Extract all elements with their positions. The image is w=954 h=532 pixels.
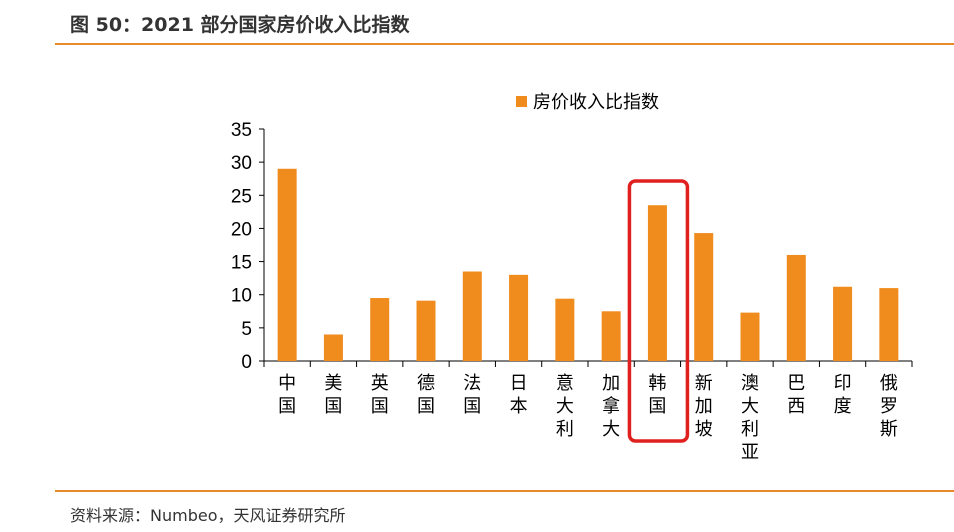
x-tick-label: 加 bbox=[602, 373, 620, 394]
x-tick-label: 国 bbox=[371, 396, 389, 417]
x-tick-label: 新 bbox=[695, 373, 713, 394]
top-rule bbox=[55, 43, 954, 45]
figure-title: 图 50：2021 部分国家房价收入比指数 bbox=[70, 14, 410, 36]
x-tick-label: 加 bbox=[695, 396, 713, 417]
bar bbox=[416, 300, 436, 361]
x-tick-label: 罗 bbox=[880, 396, 898, 417]
x-tick-label: 德 bbox=[417, 373, 435, 394]
bar bbox=[740, 312, 760, 361]
x-tick-label: 国 bbox=[417, 396, 435, 417]
x-tick-label: 拿 bbox=[602, 395, 620, 417]
source-note: 资料来源：Numbeo，天风证券研究所 bbox=[70, 506, 346, 525]
x-tick-label: 国 bbox=[324, 396, 342, 417]
y-tick-label: 5 bbox=[241, 319, 252, 340]
x-tick-label: 利 bbox=[556, 419, 574, 440]
x-tick-label: 西 bbox=[787, 396, 805, 417]
y-tick-label: 15 bbox=[231, 253, 252, 274]
bar bbox=[833, 286, 853, 361]
x-tick-label: 英 bbox=[371, 373, 389, 394]
bottom-rule bbox=[55, 490, 954, 492]
x-tick-label: 度 bbox=[834, 396, 852, 417]
x-tick-label: 日 bbox=[510, 373, 528, 394]
bar bbox=[370, 298, 390, 361]
bar bbox=[509, 274, 529, 361]
x-tick-label: 印 bbox=[834, 373, 852, 394]
x-tick-label: 大 bbox=[556, 396, 574, 417]
y-tick-label: 30 bbox=[231, 153, 252, 174]
bar bbox=[277, 168, 297, 361]
y-tick-label: 10 bbox=[231, 286, 252, 307]
y-tick-label: 35 bbox=[231, 120, 252, 141]
x-tick-label: 大 bbox=[602, 419, 620, 440]
y-tick-label: 25 bbox=[231, 186, 252, 207]
bar bbox=[879, 288, 899, 361]
x-tick-label: 意 bbox=[556, 373, 574, 394]
highlight-overlay bbox=[627, 179, 690, 443]
highlight-box bbox=[627, 179, 690, 443]
bar bbox=[555, 298, 575, 361]
x-tick-label: 美 bbox=[324, 373, 342, 394]
x-tick-label: 国 bbox=[278, 396, 296, 417]
legend-label: 房价收入比指数 bbox=[533, 92, 659, 113]
legend-swatch bbox=[516, 96, 527, 107]
bar bbox=[647, 205, 667, 361]
x-tick-label: 亚 bbox=[741, 442, 759, 463]
y-tick-label: 0 bbox=[241, 352, 252, 373]
legend: 房价收入比指数 bbox=[516, 92, 659, 113]
x-tick-label: 巴 bbox=[787, 373, 805, 394]
bar bbox=[786, 254, 806, 361]
y-tick-label: 20 bbox=[231, 219, 252, 240]
bar bbox=[694, 233, 714, 361]
bar bbox=[462, 271, 482, 361]
bar bbox=[601, 311, 621, 361]
x-tick-label: 大 bbox=[741, 396, 759, 417]
bar bbox=[323, 334, 343, 361]
x-tick-label: 国 bbox=[463, 396, 481, 417]
bars bbox=[277, 168, 899, 361]
x-tick-label: 本 bbox=[510, 396, 528, 417]
x-tick-label: 斯 bbox=[880, 419, 898, 440]
x-tick-label: 利 bbox=[741, 419, 759, 440]
x-tick-label: 俄 bbox=[880, 373, 898, 394]
x-tick-label: 韩 bbox=[648, 373, 666, 394]
x-tick-label: 中 bbox=[278, 373, 296, 394]
x-tick-label: 法 bbox=[463, 373, 481, 394]
x-tick-label: 澳 bbox=[741, 373, 759, 394]
x-tick-label: 坡 bbox=[695, 419, 713, 440]
x-tick-label: 国 bbox=[648, 396, 666, 417]
